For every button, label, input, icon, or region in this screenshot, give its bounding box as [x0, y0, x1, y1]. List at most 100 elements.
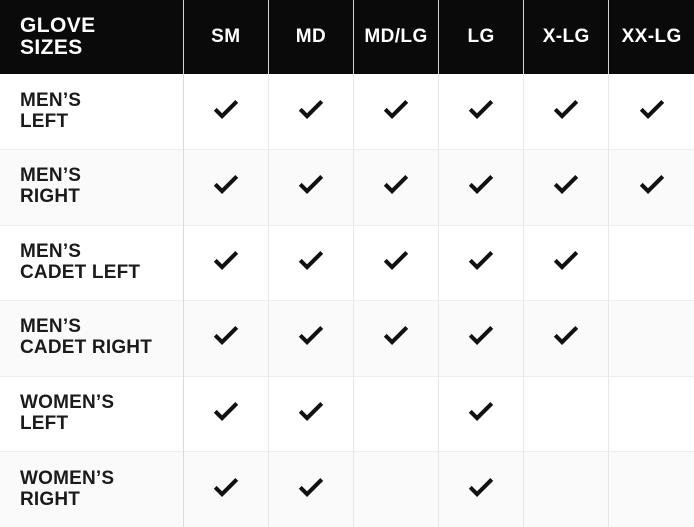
check-icon — [468, 477, 494, 497]
column-header-md-lg: MD/LG — [353, 0, 440, 74]
row-label-line-2: LEFT — [20, 110, 69, 132]
cell-womens-left-xx-lg — [608, 375, 694, 452]
cell-mens-cadet-right-x-lg — [523, 300, 610, 376]
check-icon — [553, 99, 579, 119]
column-header-md: MD — [268, 0, 354, 74]
check-icon — [468, 174, 494, 195]
cell-womens-left-md — [268, 375, 354, 452]
cell-womens-left-x-lg — [523, 375, 610, 452]
column-header-sm: SM — [183, 0, 269, 74]
cell-mens-right-sm — [183, 149, 269, 225]
cell-mens-cadet-left-md-lg — [353, 224, 440, 301]
check-icon — [298, 401, 324, 421]
cell-mens-cadet-right-sm — [183, 300, 269, 376]
table-body: MEN’S LEFT MEN’S RIGHT MEN’S CADET LEFT MEN’S C… — [0, 74, 694, 527]
column-header-x-lg: X-LG — [523, 0, 610, 74]
cell-mens-right-md — [268, 149, 354, 225]
cell-womens-left-lg — [438, 375, 525, 452]
check-icon — [213, 325, 239, 346]
cell-mens-left-md — [268, 74, 354, 150]
cell-womens-left-sm — [183, 375, 269, 452]
row-label-line-1: MEN’S — [20, 165, 82, 187]
check-icon — [213, 174, 239, 195]
cell-mens-right-md-lg — [353, 149, 440, 225]
cell-mens-right-x-lg — [523, 149, 610, 225]
cell-womens-right-x-lg — [523, 451, 610, 527]
row-label-line-1: MEN’S — [20, 89, 82, 111]
check-icon — [298, 99, 324, 119]
row-label-line-2: LEFT — [20, 412, 69, 434]
cell-mens-cadet-left-xx-lg — [608, 224, 694, 301]
check-icon — [639, 99, 665, 119]
cell-mens-cadet-right-lg — [438, 300, 525, 376]
check-icon — [553, 174, 579, 195]
cell-mens-cadet-right-md-lg — [353, 300, 440, 376]
cell-mens-cadet-left-lg — [438, 224, 525, 301]
cell-womens-right-md-lg — [353, 451, 440, 527]
cell-mens-right-lg — [438, 149, 525, 225]
check-icon — [298, 477, 324, 497]
check-icon — [468, 401, 494, 421]
row-label-line-1: MEN’S — [20, 316, 82, 338]
row-label-mens-left: MEN’S LEFT — [0, 74, 184, 150]
table-row: MEN’S CADET LEFT — [0, 224, 694, 301]
check-icon — [468, 99, 494, 119]
check-icon — [298, 174, 324, 195]
cell-womens-right-xx-lg — [608, 451, 694, 527]
cell-womens-right-lg — [438, 451, 525, 527]
cell-mens-right-xx-lg — [608, 149, 694, 225]
check-icon — [383, 174, 409, 195]
header-row: GLOVE SIZES SM MD MD/LG LG X-LG XX-LG — [0, 0, 694, 74]
check-icon — [468, 325, 494, 346]
cell-womens-left-md-lg — [353, 375, 440, 452]
check-icon — [553, 325, 579, 346]
check-icon — [639, 174, 665, 195]
corner-header-glove-sizes: GLOVE SIZES — [0, 0, 184, 74]
cell-empty — [639, 323, 665, 343]
row-label-line-2: RIGHT — [20, 186, 81, 208]
check-icon — [383, 325, 409, 346]
cell-mens-cadet-left-sm — [183, 224, 269, 301]
table-header: GLOVE SIZES SM MD MD/LG LG X-LG XX-LG — [0, 0, 694, 74]
table-row: MEN’S RIGHT — [0, 149, 694, 225]
cell-mens-cadet-right-xx-lg — [608, 300, 694, 376]
cell-empty — [383, 398, 409, 418]
row-label-line-2: RIGHT — [20, 488, 81, 510]
column-header-lg: LG — [438, 0, 525, 74]
row-label-womens-left: WOMEN’S LEFT — [0, 375, 184, 452]
row-label-line-2: CADET RIGHT — [20, 337, 153, 359]
cell-mens-cadet-left-md — [268, 224, 354, 301]
check-icon — [213, 401, 239, 421]
cell-womens-right-md — [268, 451, 354, 527]
cell-empty — [553, 474, 579, 494]
cell-empty — [639, 474, 665, 494]
row-label-mens-cadet-right: MEN’S CADET RIGHT — [0, 300, 184, 376]
cell-mens-cadet-right-md — [268, 300, 354, 376]
table-row: WOMEN’S LEFT — [0, 375, 694, 452]
check-icon — [298, 250, 324, 270]
check-icon — [213, 250, 239, 270]
cell-mens-left-lg — [438, 74, 525, 150]
row-label-line-1: MEN’S — [20, 240, 82, 262]
check-icon — [298, 325, 324, 346]
cell-mens-left-x-lg — [523, 74, 610, 150]
check-icon — [213, 99, 239, 119]
row-label-line-2: CADET LEFT — [20, 261, 141, 283]
cell-empty — [639, 398, 665, 418]
table-row: MEN’S CADET RIGHT — [0, 300, 694, 376]
cell-mens-cadet-left-x-lg — [523, 224, 610, 301]
check-icon — [383, 99, 409, 119]
row-label-mens-cadet-left: MEN’S CADET LEFT — [0, 224, 184, 301]
row-label-womens-right: WOMEN’S RIGHT — [0, 451, 184, 527]
row-label-line-1: WOMEN’S — [20, 391, 115, 413]
cell-empty — [553, 398, 579, 418]
cell-womens-right-sm — [183, 451, 269, 527]
cell-empty — [383, 474, 409, 494]
row-label-mens-right: MEN’S RIGHT — [0, 149, 184, 225]
row-label-line-1: WOMEN’S — [20, 467, 115, 489]
cell-mens-left-sm — [183, 74, 269, 150]
check-icon — [383, 250, 409, 270]
table-row: MEN’S LEFT — [0, 74, 694, 150]
table-row: WOMEN’S RIGHT — [0, 451, 694, 527]
